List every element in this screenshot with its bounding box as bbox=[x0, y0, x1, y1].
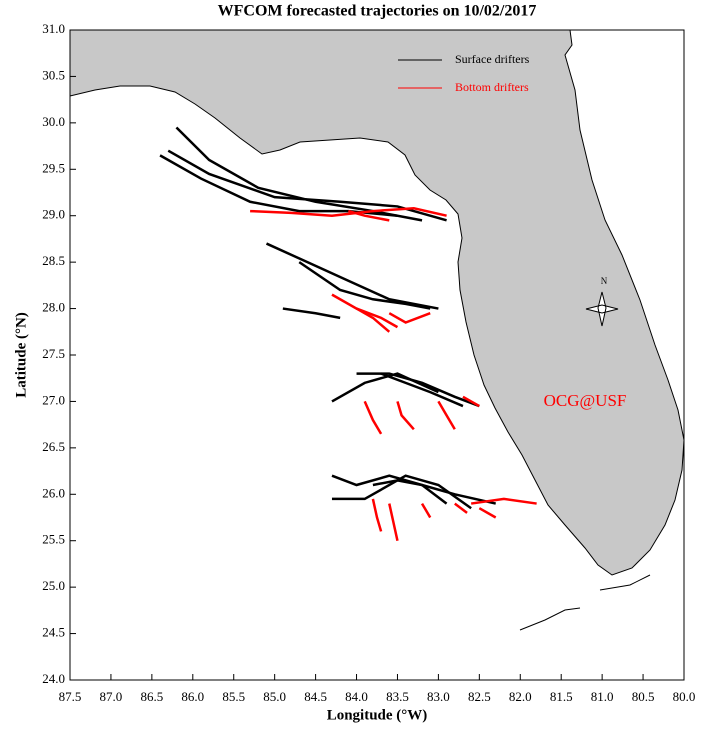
trajectory bbox=[298, 261, 431, 310]
x-tick-label: 84.0 bbox=[345, 689, 368, 704]
x-tick-label: 87.0 bbox=[100, 689, 123, 704]
y-tick-label: 25.0 bbox=[42, 578, 65, 593]
trajectory bbox=[371, 498, 383, 532]
x-tick-label: 83.5 bbox=[386, 689, 409, 704]
trajectory bbox=[265, 242, 439, 310]
x-tick-label: 80.5 bbox=[632, 689, 655, 704]
x-tick-label: 87.5 bbox=[59, 689, 82, 704]
x-tick-label: 81.5 bbox=[550, 689, 573, 704]
trajectory bbox=[388, 312, 431, 324]
trajectory bbox=[355, 307, 391, 333]
trajectory bbox=[372, 479, 448, 505]
y-tick-label: 29.0 bbox=[42, 207, 65, 222]
x-tick-label: 82.0 bbox=[509, 689, 532, 704]
trajectory bbox=[380, 372, 464, 408]
x-tick-label: 86.5 bbox=[140, 689, 163, 704]
trajectory bbox=[331, 372, 439, 403]
trajectory bbox=[348, 209, 390, 222]
trajectory bbox=[175, 126, 423, 222]
y-tick-label: 26.0 bbox=[42, 485, 65, 500]
trajectory bbox=[363, 400, 383, 435]
x-tick-label: 86.0 bbox=[181, 689, 204, 704]
trajectory bbox=[282, 307, 341, 320]
compass: N bbox=[585, 276, 619, 327]
x-tick-label: 82.5 bbox=[468, 689, 491, 704]
trajectory bbox=[159, 154, 398, 217]
chart-title: WFCOM forecasted trajectories on 10/02/2… bbox=[218, 3, 537, 20]
x-tick-label: 80.0 bbox=[673, 689, 696, 704]
x-tick-label: 85.5 bbox=[222, 689, 245, 704]
trajectory bbox=[454, 502, 468, 514]
trajectory bbox=[396, 401, 415, 431]
annotation: OCG@USF bbox=[544, 391, 627, 410]
y-tick-label: 27.0 bbox=[42, 392, 65, 407]
y-tick-label: 31.0 bbox=[42, 21, 65, 36]
legend-label: Surface drifters bbox=[455, 52, 530, 66]
trajectory bbox=[356, 372, 480, 408]
trajectory bbox=[470, 497, 537, 505]
y-axis-label: Latitude (°N) bbox=[13, 312, 29, 398]
y-tick-label: 25.5 bbox=[42, 532, 65, 547]
trajectory bbox=[331, 293, 399, 329]
trajectory bbox=[478, 507, 497, 519]
y-tick-label: 30.0 bbox=[42, 114, 65, 129]
y-tick-label: 28.0 bbox=[42, 300, 65, 315]
y-tick-label: 24.0 bbox=[42, 671, 65, 686]
y-tick-label: 27.5 bbox=[42, 346, 65, 361]
trajectory bbox=[331, 474, 496, 505]
land bbox=[69, 29, 685, 576]
trajectory bbox=[420, 502, 432, 519]
keys bbox=[519, 574, 651, 631]
compass-label: N bbox=[601, 276, 608, 286]
y-tick-label: 26.5 bbox=[42, 439, 65, 454]
y-tick-label: 28.5 bbox=[42, 253, 65, 268]
trajectory bbox=[388, 503, 399, 541]
legend-label: Bottom drifters bbox=[455, 80, 529, 94]
y-tick-label: 24.5 bbox=[42, 625, 65, 640]
y-tick-label: 30.5 bbox=[42, 67, 65, 82]
trajectory bbox=[331, 474, 472, 510]
x-axis-label: Longitude (°W) bbox=[327, 707, 428, 723]
x-tick-label: 81.0 bbox=[591, 689, 614, 704]
x-tick-label: 85.0 bbox=[263, 689, 286, 704]
x-tick-label: 84.5 bbox=[304, 689, 327, 704]
x-tick-label: 83.0 bbox=[427, 689, 450, 704]
y-tick-label: 29.5 bbox=[42, 160, 65, 175]
trajectory bbox=[462, 395, 480, 408]
trajectory bbox=[437, 400, 456, 430]
